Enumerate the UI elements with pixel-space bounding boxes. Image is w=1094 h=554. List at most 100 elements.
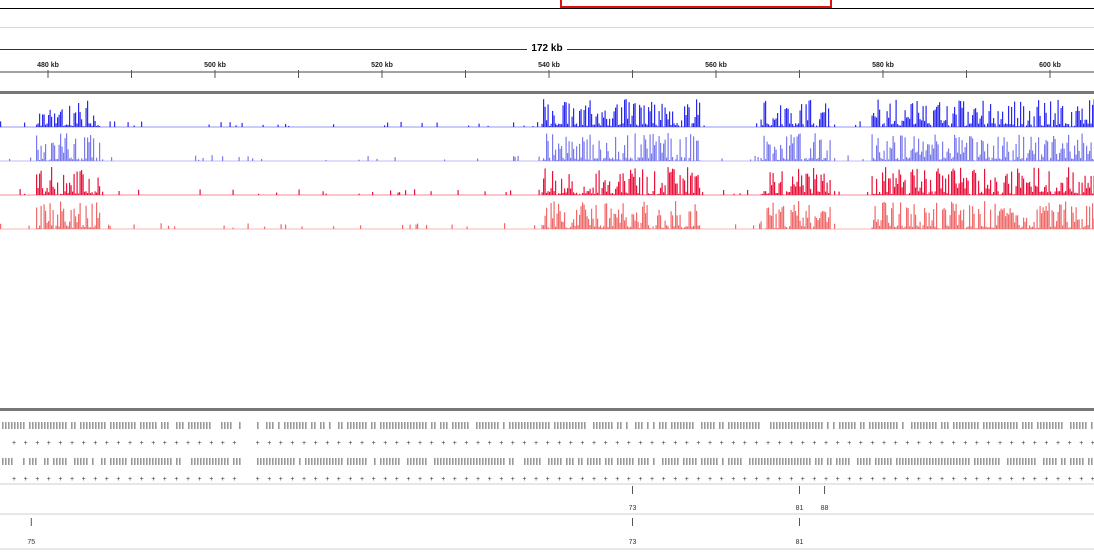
feature-block xyxy=(530,458,532,465)
coverage-bar xyxy=(817,157,819,161)
coverage-bar xyxy=(660,187,662,195)
coverage-bar xyxy=(990,160,992,161)
coverage-bar xyxy=(645,139,647,161)
strand-marker: + xyxy=(290,440,294,447)
coverage-bar xyxy=(1057,191,1059,195)
coverage-bar xyxy=(58,226,60,229)
coverage-bar xyxy=(885,159,887,161)
coverage-tracks[interactable] xyxy=(0,94,1094,230)
feature-block xyxy=(461,422,463,429)
feature-block xyxy=(1019,458,1021,465)
coverage-bar xyxy=(81,158,83,161)
strand-marker: + xyxy=(499,476,503,483)
feature-block xyxy=(1004,422,1006,429)
feature-block xyxy=(113,422,115,429)
coverage-bar xyxy=(955,183,957,195)
strand-marker: + xyxy=(604,476,608,483)
coverage-bar xyxy=(802,217,804,229)
feature-block xyxy=(53,458,55,465)
feature-block xyxy=(902,458,904,465)
coverage-bar xyxy=(685,115,687,127)
coverage-bar xyxy=(919,119,921,127)
coverage-bar xyxy=(813,168,815,195)
coverage-bar xyxy=(541,123,543,127)
coverage-bar xyxy=(60,201,62,229)
coverage-bar xyxy=(1054,226,1056,229)
feature-block xyxy=(1007,458,1009,465)
coverage-bar xyxy=(39,173,41,195)
coverage-bar xyxy=(1039,159,1041,161)
coverage-bar xyxy=(997,215,999,229)
coverage-bar xyxy=(994,177,996,195)
coverage-bar xyxy=(1089,206,1091,229)
feature-block xyxy=(392,422,394,429)
feature-block xyxy=(872,422,874,429)
ruler[interactable]: 480 kb 500 kb 520 kb 540 kb 560 kb 580 kb 600 … xyxy=(0,58,1094,78)
feature-block xyxy=(500,458,502,465)
coverage-bar xyxy=(957,152,959,161)
coverage-bar xyxy=(36,135,38,161)
coverage-bar xyxy=(913,204,915,229)
coverage-bar xyxy=(877,138,879,161)
strand-marker: + xyxy=(47,476,51,483)
strand-marker: + xyxy=(789,440,793,447)
feature-block xyxy=(917,458,919,465)
feature-block xyxy=(497,422,499,429)
strand-marker: + xyxy=(325,440,329,447)
coverage-bar xyxy=(646,124,648,127)
coverage-bar xyxy=(979,214,981,229)
strand-marker: + xyxy=(534,476,538,483)
coverage-track-1 xyxy=(0,99,1094,128)
feature-block xyxy=(848,458,850,465)
feature-block xyxy=(281,458,283,465)
feature-block xyxy=(683,458,685,465)
coverage-bar xyxy=(834,191,836,195)
coverage-bar xyxy=(577,126,579,127)
coverage-bar xyxy=(913,136,915,161)
region-of-interest-box[interactable] xyxy=(560,0,832,8)
feature-block xyxy=(62,422,64,429)
coverage-bar xyxy=(1072,126,1074,127)
coverage-bar xyxy=(69,221,71,229)
feature-block xyxy=(1064,458,1066,465)
feature-block xyxy=(314,458,316,465)
coverage-bar xyxy=(576,209,578,229)
coverage-bar xyxy=(585,105,587,127)
coverage-bar xyxy=(966,125,968,127)
coverage-bar xyxy=(1035,185,1037,195)
coverage-bar xyxy=(904,137,906,161)
coverage-bar xyxy=(1033,116,1035,127)
feature-block xyxy=(1082,458,1084,465)
ruler-tick-label: 560 kb xyxy=(705,62,727,69)
coverage-bar xyxy=(894,186,896,195)
coverage-bar xyxy=(949,194,951,195)
feature-block xyxy=(674,458,676,465)
feature-block xyxy=(47,422,49,429)
coverage-bar xyxy=(775,118,777,127)
feature-block xyxy=(944,422,946,429)
feature-block xyxy=(311,422,313,429)
coverage-bar xyxy=(973,109,975,127)
coverage-bar xyxy=(1087,153,1089,161)
feature-tracks[interactable]: + + + + + + + + + + + + + + + + + + + + + + + + + + + + + + + + + + + + + + + +… xyxy=(0,412,1094,554)
coverage-bar xyxy=(541,225,543,229)
coverage-bar xyxy=(979,192,981,195)
coverage-bar xyxy=(69,182,71,195)
coverage-bar xyxy=(898,159,900,161)
feature-block xyxy=(983,422,985,429)
coverage-bar xyxy=(82,159,84,161)
coverage-bar xyxy=(544,106,546,127)
coverage-bar xyxy=(928,212,930,229)
coverage-bar xyxy=(102,191,104,195)
coverage-bar xyxy=(568,141,570,161)
coverage-bar xyxy=(936,141,938,161)
coverage-bar xyxy=(619,159,621,161)
strand-marker: + xyxy=(174,440,178,447)
coverage-bar xyxy=(672,215,674,229)
coverage-bar xyxy=(1090,123,1092,127)
coverage-bar xyxy=(876,117,878,127)
coverage-bar xyxy=(1030,186,1032,195)
coverage-bar xyxy=(46,123,48,127)
coverage-bar xyxy=(564,159,566,161)
feature-block xyxy=(752,422,754,429)
